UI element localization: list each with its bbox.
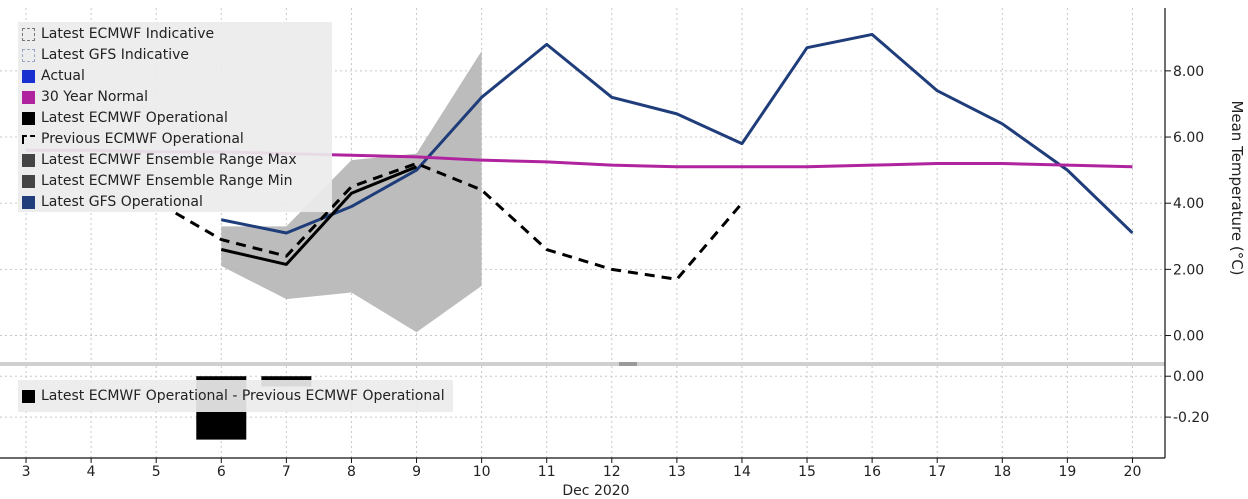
series-line-gfs_op [220,32,1134,235]
legend-label: Latest ECMWF Indicative [41,26,215,42]
legend-item[interactable]: Latest ECMWF Ensemble Range Min [22,171,293,191]
legend-item[interactable]: Latest GFS Operational [22,192,203,212]
x-tick-label: 3 [22,464,31,480]
x-tick-label: 13 [668,464,686,480]
panel-separator[interactable] [0,362,1165,366]
dark-grey-swatch-icon [22,174,35,188]
y-tick-label: -0.20 [1173,410,1209,426]
bottom-legend[interactable]: Latest ECMWF Operational - Previous ECMW… [18,380,453,412]
series-line-ecmwf_op [220,165,418,266]
x-ticks: 3 4 5 6 7 8 9 10 11 12 13 14 15 16 17 18 19 20 [22,458,1142,480]
x-tick-label: 5 [152,464,161,480]
legend-label: Previous ECMWF Operational [41,131,244,147]
x-tick-label: 8 [347,464,356,480]
black-swatch-icon [22,111,35,125]
x-tick-label: 11 [538,464,556,480]
y-tick-label: 0.00 [1173,369,1204,385]
x-tick-label: 20 [1124,464,1142,480]
x-tick-label: 9 [412,464,421,480]
main-gridlines [0,70,1165,337]
bottom-gridlines [0,375,1165,418]
blue-swatch-icon [22,69,35,83]
ensemble-range-layer [221,51,482,333]
x-tick-label: 6 [217,464,226,480]
x-tick-label: 4 [87,464,96,480]
x-tick-label: 16 [863,464,881,480]
x-tick-label: 10 [473,464,491,480]
dashed-bracket-swatch-icon [22,134,35,144]
bottom-y-ticks: 0.00 -0.20 [1165,369,1209,426]
legend-label: Latest ECMWF Operational - Previous ECMW… [41,388,445,404]
legend-label: Latest ECMWF Operational [41,110,228,126]
legend-item[interactable]: 30 Year Normal [22,87,148,107]
magenta-swatch-icon [22,90,35,104]
x-tick-label: 7 [282,464,291,480]
x-tick-label: 17 [928,464,946,480]
main-y-ticks: 0.00 2.00 4.00 6.00 8.00 [1165,64,1204,345]
legend-label: Actual [41,68,85,84]
legend-item[interactable]: Latest ECMWF Ensemble Range Max [22,150,297,170]
y-tick-label: 2.00 [1173,262,1204,278]
legend-label: Latest ECMWF Ensemble Range Min [41,173,293,189]
legend-label: Latest ECMWF Ensemble Range Max [41,152,297,168]
legend-item[interactable]: Latest GFS Indicative [22,45,189,65]
legend-item[interactable]: Actual [22,66,85,86]
navy-swatch-icon [22,195,35,209]
black-swatch-icon [22,389,35,403]
legend-item[interactable]: Latest ECMWF Operational [22,108,228,128]
x-tick-label: 12 [603,464,621,480]
dashed-swatch-icon [22,27,35,41]
y-tick-label: 0.00 [1173,329,1204,345]
x-tick-label: 18 [993,464,1011,480]
y-tick-label: 4.00 [1173,196,1204,212]
x-tick-label: 19 [1058,464,1076,480]
legend-label: Latest GFS Indicative [41,47,190,63]
x-tick-label: 14 [733,464,751,480]
legend-item[interactable]: Latest ECMWF Indicative [22,24,214,44]
y-tick-label: 8.00 [1173,64,1204,80]
legend-item[interactable]: Previous ECMWF Operational [22,129,244,149]
ensemble-range-band [221,51,482,333]
legend-label: 30 Year Normal [41,89,149,105]
panel-resize-handle[interactable] [619,362,637,366]
main-legend: Latest ECMWF Indicative Latest GFS Indic… [18,22,332,212]
dashed-swatch-icon [22,48,35,62]
legend-label: Latest GFS Operational [41,194,203,210]
dark-grey-swatch-icon [22,153,35,167]
x-tick-label: 15 [798,464,816,480]
series-line-ecmwf_prev [174,161,744,281]
y-tick-label: 6.00 [1173,130,1204,146]
x-axis-label: Dec 2020 [562,483,629,499]
y-axis-label: Mean Temperature (°C) [1228,100,1246,275]
